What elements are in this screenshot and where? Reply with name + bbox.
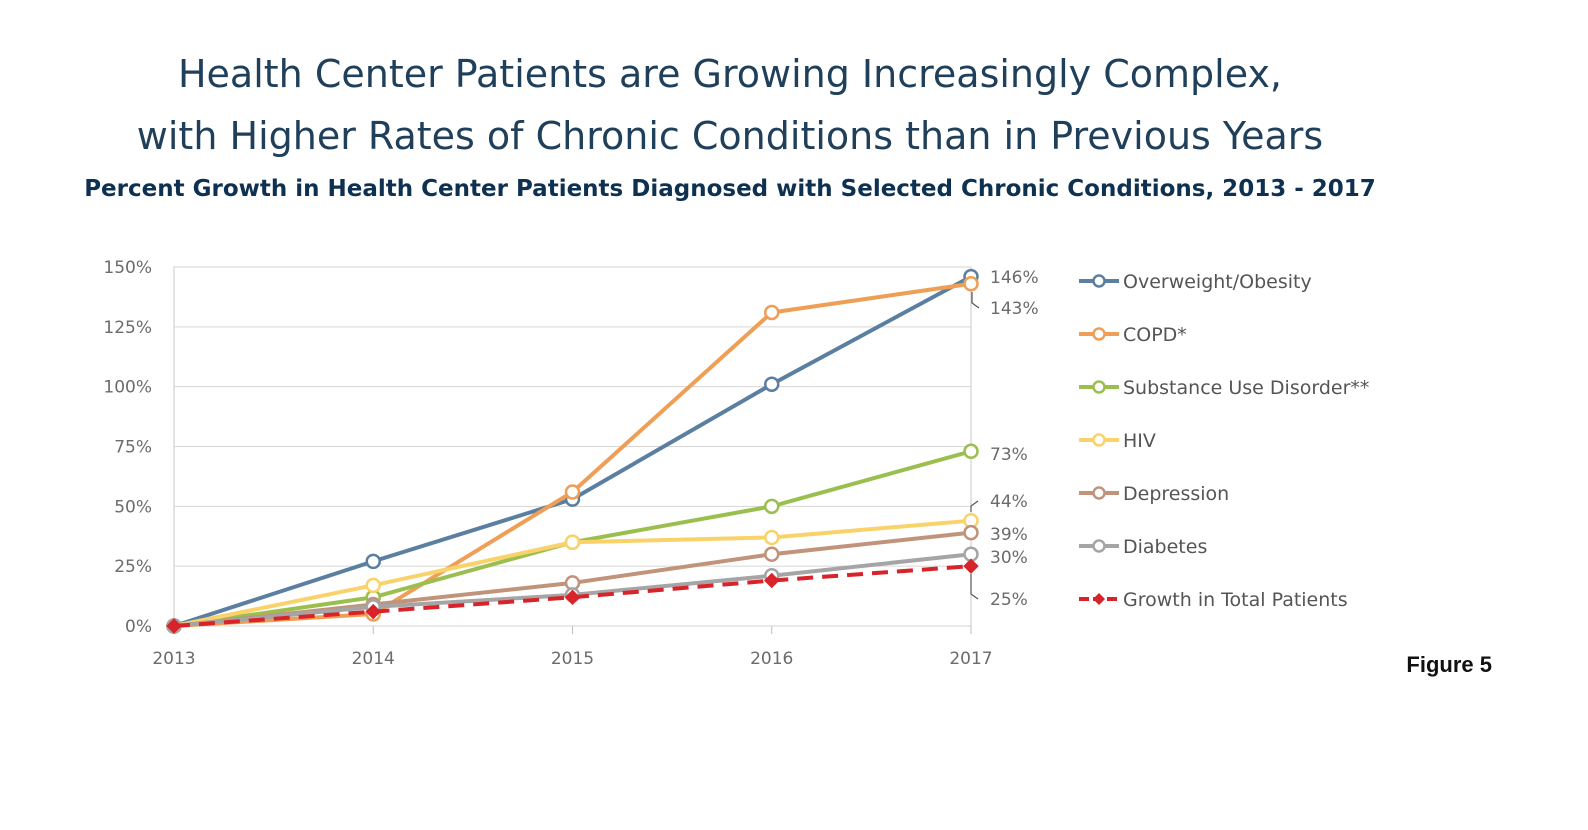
end-value-label: 146% [990, 268, 1039, 288]
x-tick-label: 2013 [152, 649, 195, 669]
data-point-marker [764, 546, 780, 562]
legend-label: Growth in Total Patients [1123, 589, 1348, 611]
end-label-leader [970, 574, 979, 600]
legend-swatch-marker [1092, 433, 1106, 447]
x-tick-label: 2014 [352, 649, 395, 669]
y-tick-label: 75% [114, 438, 152, 458]
data-point-marker [564, 484, 581, 500]
data-point-marker [963, 524, 979, 541]
data-point-marker [166, 618, 182, 634]
legend-label: Overweight/Obesity [1123, 271, 1312, 293]
y-tick-label: 125% [103, 318, 152, 338]
legend-label: HIV [1123, 430, 1156, 452]
figure-label: Figure 5 [1406, 652, 1492, 677]
x-tick-label: 2017 [949, 649, 992, 669]
data-point-marker [764, 498, 780, 515]
legend-label: COPD* [1123, 324, 1187, 346]
legend-swatch-marker [1092, 327, 1106, 341]
data-point-marker [963, 276, 979, 292]
end-value-label: 44% [990, 492, 1028, 512]
legend-swatch-marker [1092, 274, 1106, 288]
data-point-marker [963, 443, 979, 460]
legend-swatch-marker [1092, 539, 1106, 553]
data-point-marker [365, 577, 381, 594]
x-tick-label: 2015 [551, 649, 594, 669]
chart-subtitle: Percent Growth in Health Center Patients… [84, 176, 1376, 202]
y-tick-label: 100% [103, 378, 152, 398]
end-value-label: 39% [990, 525, 1028, 545]
legend-swatch-marker [1093, 593, 1105, 605]
chart-title-line-1: Health Center Patients are Growing Incre… [177, 52, 1283, 96]
data-point-marker [564, 534, 581, 550]
end-label-leader [970, 500, 979, 512]
y-tick-label: 25% [114, 557, 152, 577]
data-point-marker [764, 376, 780, 393]
x-tick-label: 2016 [750, 649, 793, 669]
legend-label: Diabetes [1123, 536, 1207, 558]
end-value-label: 73% [990, 445, 1028, 465]
data-point-marker [963, 558, 979, 574]
data-point-marker [365, 553, 381, 570]
y-tick-label: 0% [125, 617, 152, 637]
end-value-label: 25% [990, 590, 1028, 610]
data-point-marker [365, 603, 381, 620]
legend-label: Depression [1123, 483, 1229, 505]
series-line [173, 564, 972, 628]
legend-swatch-marker [1092, 486, 1106, 500]
chart-title-line-2: with Higher Rates of Chronic Conditions … [136, 114, 1324, 158]
legend-swatch-marker [1092, 380, 1106, 394]
data-point-marker [764, 529, 780, 546]
legend-label: Substance Use Disorder** [1123, 377, 1369, 399]
y-tick-label: 50% [114, 497, 152, 517]
data-point-marker [764, 304, 780, 321]
end-value-label: 30% [990, 548, 1028, 568]
y-tick-label: 150% [103, 258, 152, 278]
data-point-marker [764, 572, 780, 589]
end-value-label: 143% [990, 299, 1039, 319]
end-label-leader [971, 292, 980, 309]
data-point-marker [564, 589, 581, 605]
